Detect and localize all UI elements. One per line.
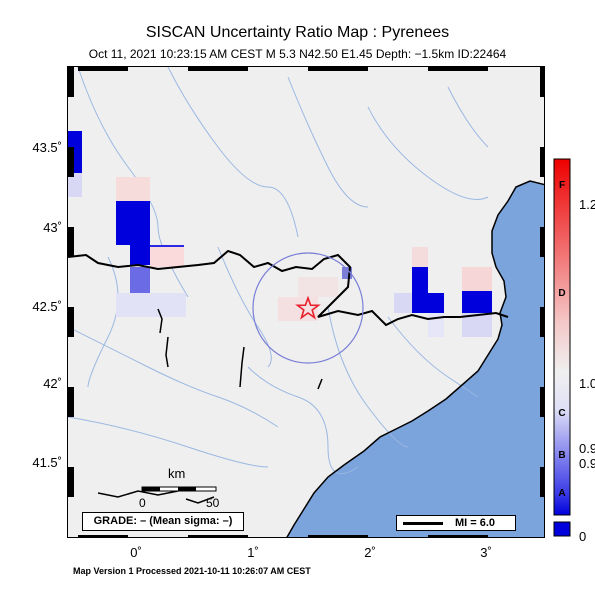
mi-text: MI = 6.0 — [455, 517, 496, 529]
x-tick-label: 2˚ — [364, 545, 376, 560]
colorbar-tick: 1.0 — [579, 376, 595, 391]
cell — [116, 177, 150, 201]
sea-area — [287, 181, 544, 537]
cell — [150, 247, 184, 267]
y-tick-label: 43.5˚ — [32, 140, 62, 155]
colorbar-tick: 1.2 — [579, 197, 595, 212]
coastline — [286, 180, 544, 537]
footer-text: Map Version 1 Processed 2021-10-11 10:26… — [73, 566, 311, 576]
uncertainty-cells — [68, 131, 492, 337]
colorbar-tick: 0 — [579, 529, 587, 544]
y-tick-label: 43˚ — [43, 220, 62, 235]
grade-c-label: C — [558, 408, 566, 419]
river-8 — [387, 316, 479, 398]
colorbar-tick: 0.9 — [579, 441, 595, 456]
map-panel[interactable] — [67, 66, 545, 538]
map-title: SISCAN Uncertainty Ratio Map : Pyrenees — [145, 24, 450, 41]
lakes — [97, 308, 323, 504]
grade-a-label: A — [558, 488, 566, 499]
river-7 — [327, 306, 409, 448]
rivers — [68, 67, 489, 475]
river-9 — [367, 106, 489, 200]
grade-d-label: D — [558, 288, 566, 299]
y-tick-label: 42.5˚ — [32, 299, 62, 314]
national-border — [68, 249, 509, 327]
grade-text: GRADE: – (Mean sigma: –) — [93, 515, 233, 527]
mi-box: MI = 6.0 — [396, 515, 516, 531]
cell — [130, 267, 150, 293]
cell — [298, 277, 338, 297]
mi-line-icon — [403, 522, 443, 525]
x-tick-label: 0˚ — [130, 545, 142, 560]
river-5 — [68, 416, 269, 468]
epicenter-star-icon — [295, 295, 321, 320]
map-subtitle: Oct 11, 2021 10:23:15 AM CEST M 5.3 N42.… — [88, 47, 507, 61]
grade-box: GRADE: – (Mean sigma: –) — [82, 512, 244, 531]
cell — [462, 267, 492, 291]
colorbar-tick: 0.9 — [579, 456, 595, 471]
map-canvas — [68, 67, 544, 537]
cell — [394, 293, 412, 313]
cell — [116, 201, 150, 245]
scale-unit: km — [168, 466, 186, 481]
x-tick-label: 1˚ — [247, 545, 259, 560]
river-11 — [447, 86, 489, 148]
river-3 — [87, 256, 119, 388]
x-tick-label: 3˚ — [480, 545, 492, 560]
cell — [412, 247, 428, 267]
cell — [68, 173, 82, 197]
river-12 — [217, 246, 272, 368]
river-10 — [287, 76, 369, 208]
river-4 — [68, 326, 279, 428]
cell — [462, 291, 492, 313]
scale-end: 50 — [206, 496, 220, 510]
cell — [342, 267, 352, 279]
scale-bar — [141, 486, 217, 492]
river-2 — [167, 67, 299, 238]
cell — [116, 293, 186, 317]
uncertainty-circle — [252, 252, 364, 364]
grade-b-label: B — [558, 450, 566, 461]
y-tick-label: 42˚ — [43, 376, 62, 391]
cell — [428, 293, 444, 315]
frame-ticks — [68, 67, 544, 537]
scale-start: 0 — [139, 496, 146, 510]
grade-f-label: F — [558, 180, 566, 191]
cell — [278, 297, 318, 321]
colorbar — [553, 158, 571, 537]
cell — [412, 267, 428, 313]
y-tick-label: 41.5˚ — [32, 455, 62, 470]
